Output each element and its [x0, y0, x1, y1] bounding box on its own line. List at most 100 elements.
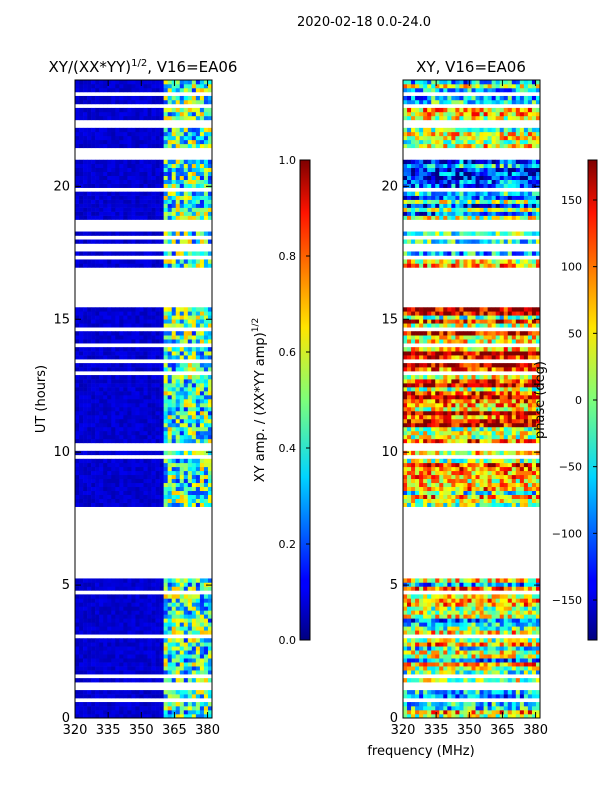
heatmap-cell — [135, 602, 140, 607]
heatmap-cell — [119, 690, 124, 695]
heatmap-cell — [163, 383, 168, 388]
heatmap-cell — [479, 690, 484, 695]
heatmap-cell — [487, 578, 492, 583]
heatmap-cell — [159, 414, 164, 420]
heatmap-cell — [163, 207, 168, 212]
heatmap-cell — [115, 159, 120, 165]
heatmap-cell — [119, 391, 124, 396]
heatmap-cell — [463, 654, 468, 659]
heatmap-cell — [187, 594, 193, 599]
heatmap-cell — [91, 466, 96, 472]
heatmap-cell — [163, 610, 168, 615]
heatmap-cell — [99, 646, 104, 651]
heatmap-cell — [483, 598, 488, 603]
heatmap-cell — [91, 414, 96, 420]
heatmap-cell — [159, 331, 164, 336]
heatmap-cell — [531, 650, 537, 655]
heatmap-cell — [139, 638, 144, 643]
heatmap-cell — [535, 618, 541, 623]
heatmap-cell — [411, 710, 416, 715]
heatmap-cell — [147, 602, 152, 607]
heatmap-cell — [195, 99, 201, 105]
heatmap-cell — [163, 191, 168, 196]
heatmap-cell — [103, 331, 108, 336]
heatmap-cell — [463, 486, 468, 492]
heatmap-cell — [175, 87, 181, 93]
heatmap-cell — [115, 263, 120, 268]
heatmap-cell — [147, 339, 152, 344]
heatmap-cell — [187, 630, 193, 635]
heatmap-cell — [115, 379, 120, 384]
heatmap-cell — [151, 379, 156, 384]
heatmap-cell — [163, 498, 168, 503]
heatmap-cell — [151, 199, 156, 204]
heatmap-cell — [483, 650, 488, 655]
heatmap-cell — [127, 183, 132, 188]
heatmap-cell — [527, 494, 533, 499]
heatmap-cell — [491, 714, 496, 719]
heatmap-cell — [451, 586, 456, 591]
heatmap-cell — [119, 414, 124, 420]
heatmap-cell — [423, 630, 428, 635]
heatmap-cell — [439, 474, 444, 480]
heatmap-cell — [147, 315, 152, 320]
heatmap-cell — [79, 702, 84, 707]
heatmap-cell — [423, 646, 428, 651]
heatmap-cell — [491, 494, 496, 499]
heatmap-cell — [143, 355, 148, 360]
heatmap-cell — [95, 183, 100, 188]
heatmap-cell — [119, 307, 124, 312]
heatmap-cell — [463, 578, 468, 583]
heatmap-cell — [491, 602, 496, 607]
heatmap-cell — [131, 662, 136, 667]
heatmap-cell — [79, 662, 84, 667]
heatmap-cell — [487, 602, 492, 607]
heatmap-cell — [403, 642, 408, 647]
heatmap-cell — [151, 658, 156, 663]
heatmap-cell — [483, 490, 488, 495]
heatmap-cell — [131, 355, 136, 360]
heatmap-cell — [499, 642, 505, 647]
heatmap-cell — [531, 578, 537, 583]
heatmap-cell — [503, 458, 509, 464]
heatmap-cell — [179, 478, 185, 484]
heatmap-cell — [179, 502, 185, 507]
heatmap-cell — [203, 259, 209, 264]
heatmap-cell — [123, 311, 128, 316]
heatmap-cell — [503, 654, 509, 659]
heatmap-cell — [87, 263, 92, 268]
heatmap-cell — [195, 402, 201, 408]
heatmap-cell — [87, 578, 92, 583]
heatmap-cell — [119, 115, 124, 121]
heatmap-cell — [131, 139, 136, 145]
heatmap-cell — [151, 99, 156, 105]
heatmap-cell — [115, 175, 120, 180]
heatmap-cell — [187, 450, 193, 456]
heatmap-cell — [179, 323, 185, 328]
heatmap-cell — [107, 678, 112, 683]
heatmap-cell — [195, 383, 201, 388]
heatmap-cell — [207, 658, 213, 663]
heatmap-cell — [447, 474, 452, 480]
heatmap-cell — [95, 638, 100, 643]
heatmap-cell — [107, 391, 112, 396]
heatmap-cell — [95, 606, 100, 611]
heatmap-cell — [419, 650, 424, 655]
heatmap-cell — [99, 239, 104, 244]
heatmap-cell — [535, 502, 541, 507]
heatmap-cell — [471, 582, 476, 587]
heatmap-cell — [515, 646, 521, 651]
heatmap-cell — [79, 678, 84, 683]
heatmap-cell — [431, 650, 436, 655]
heatmap-cell — [199, 426, 205, 432]
heatmap-cell — [143, 251, 148, 256]
heatmap-cell — [187, 410, 193, 416]
heatmap-cell — [103, 586, 108, 591]
heatmap-cell — [471, 494, 476, 499]
heatmap-cell — [103, 375, 108, 380]
heatmap-cell — [99, 363, 104, 368]
heatmap-cell — [467, 462, 472, 468]
heatmap-cell — [183, 87, 189, 93]
heatmap-cell — [99, 215, 104, 220]
heatmap-cell — [191, 418, 197, 424]
